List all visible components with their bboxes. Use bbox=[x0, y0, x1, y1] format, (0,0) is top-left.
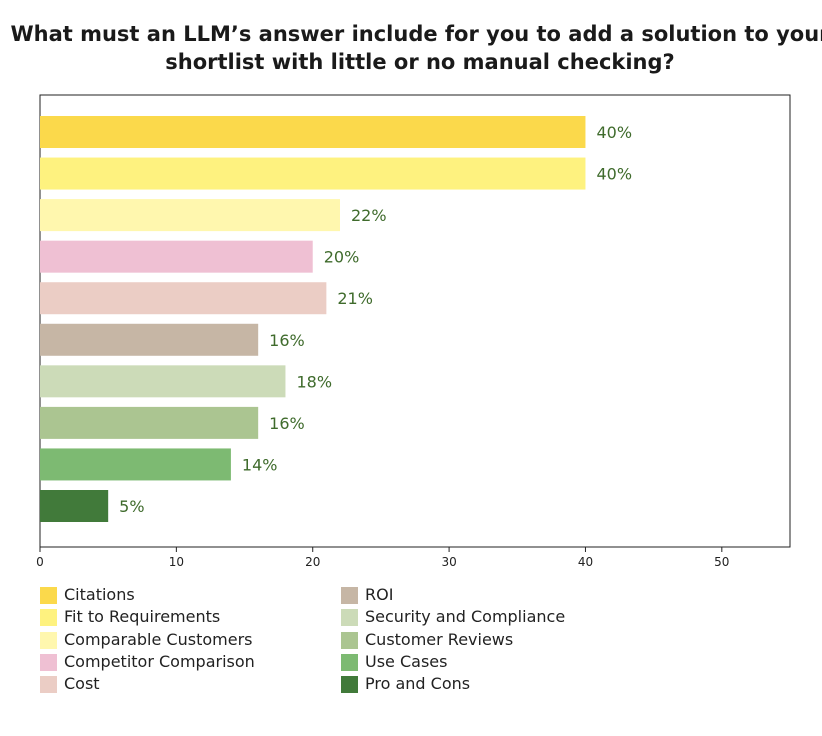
plot-frame bbox=[39, 94, 791, 548]
legend-swatch bbox=[40, 587, 57, 604]
legend-swatch bbox=[40, 653, 57, 671]
legend-label: Citations bbox=[64, 585, 135, 604]
legend-swatch bbox=[40, 676, 57, 694]
legend-label: Customer Reviews bbox=[365, 629, 514, 649]
bar-roi bbox=[40, 323, 259, 356]
data-label: 20% bbox=[324, 248, 360, 267]
bar-comparable-customers bbox=[40, 199, 340, 232]
chart-title: What must an LLM’s answer include for yo… bbox=[10, 22, 822, 74]
x-tick-label: 0 bbox=[36, 555, 44, 569]
data-label: 16% bbox=[269, 331, 305, 350]
legend-label: Competitor Comparison bbox=[64, 651, 255, 671]
data-label: 14% bbox=[242, 455, 278, 474]
data-label: 22% bbox=[351, 206, 387, 225]
legend-swatch bbox=[341, 631, 358, 649]
legend-label: Use Cases bbox=[365, 651, 448, 671]
legend-label: ROI bbox=[365, 585, 394, 604]
data-label: 16% bbox=[269, 414, 305, 433]
legend-swatch bbox=[341, 587, 358, 604]
data-label: 21% bbox=[337, 289, 373, 308]
data-label: 5% bbox=[119, 497, 144, 516]
bar-citations bbox=[40, 116, 586, 148]
data-label: 40% bbox=[596, 165, 632, 184]
legend-swatch bbox=[341, 676, 358, 694]
bar-chart: 40% 40% 22% 20% 21% 16% 18% 16% 14% 5% 0 10 20 30 40 50 bbox=[36, 94, 791, 569]
data-label: 40% bbox=[596, 123, 632, 142]
legend-label: Security and Compliance bbox=[365, 607, 566, 627]
legend-swatch bbox=[341, 609, 358, 627]
x-tick-label: 10 bbox=[169, 555, 184, 569]
bar-competitor-comparison bbox=[40, 240, 313, 273]
legend-label: Pro and Cons bbox=[365, 674, 471, 694]
legend-label: Fit to Requirements bbox=[64, 607, 221, 627]
legend-swatch bbox=[40, 631, 57, 649]
x-tick-label: 20 bbox=[305, 555, 320, 569]
x-tick-label: 50 bbox=[714, 555, 729, 569]
bar-pro-and-cons bbox=[40, 490, 109, 522]
bar-security-and-compliance bbox=[40, 365, 286, 398]
legend-label: Comparable Customers bbox=[64, 629, 253, 649]
x-tick-label: 40 bbox=[578, 555, 593, 569]
bar-use-cases bbox=[40, 448, 231, 481]
data-label: 18% bbox=[296, 372, 332, 391]
legend-swatch bbox=[341, 653, 358, 671]
bar-fit-to-requirements bbox=[40, 157, 586, 190]
bar-cost bbox=[40, 282, 327, 315]
x-tick-label: 30 bbox=[441, 555, 456, 569]
legend-swatch bbox=[40, 609, 57, 627]
bar-customer-reviews bbox=[40, 406, 259, 439]
legend-label: Cost bbox=[64, 674, 100, 694]
